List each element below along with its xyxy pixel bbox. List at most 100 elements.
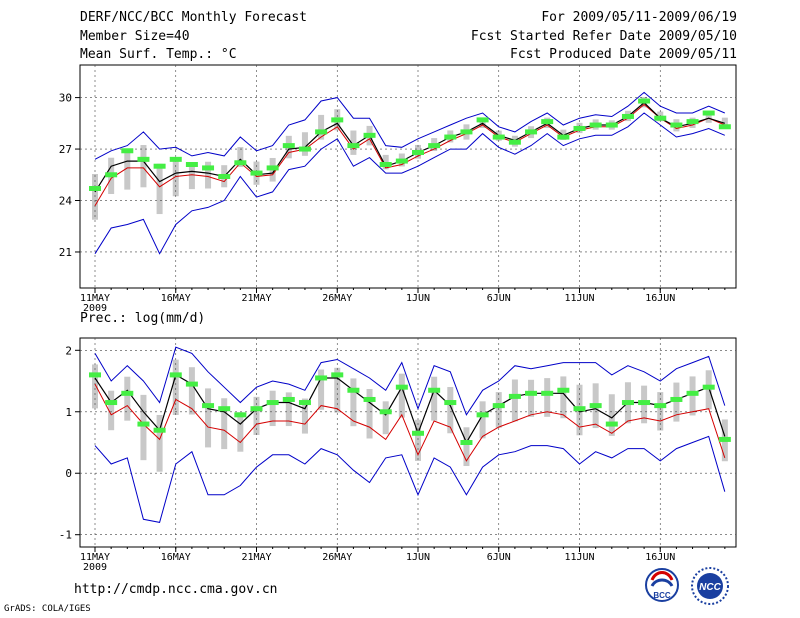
spread-box	[689, 376, 696, 416]
spread-box	[108, 390, 115, 431]
forecast-marker	[363, 132, 376, 138]
spread-box	[285, 392, 292, 427]
forecast-marker	[395, 384, 408, 390]
forecast-marker	[218, 174, 231, 179]
ensemble-mean-line	[94, 101, 725, 193]
x-tick-label: 1JUN	[406, 293, 430, 304]
spread-box	[301, 132, 308, 156]
forecast-marker	[379, 409, 392, 415]
forecast-marker	[89, 372, 101, 378]
spread-box	[382, 401, 389, 435]
forecast-marker	[202, 165, 215, 171]
forecast-marker	[121, 390, 134, 396]
forecast-marker	[331, 117, 344, 123]
spread-box	[156, 163, 163, 215]
forecast-started-date: Fcst Started Refer Date 2009/05/10	[470, 29, 737, 44]
spread-box	[188, 162, 195, 190]
forecast-marker	[218, 406, 231, 412]
upper-envelope-line	[94, 346, 726, 416]
forecast-marker	[702, 384, 715, 390]
forecast-marker	[250, 406, 263, 412]
spread-box	[318, 369, 325, 410]
spread-box	[140, 394, 147, 461]
forecast-marker	[298, 400, 311, 406]
y-tick-label: 2	[65, 344, 72, 357]
spread-box	[237, 412, 244, 452]
agency-logos: BCC NCC	[645, 567, 729, 605]
forecast-marker	[202, 403, 215, 409]
spread-box	[479, 401, 486, 439]
source-url[interactable]: http://cmdp.ncc.cma.gov.cn	[74, 582, 278, 597]
forecast-marker	[169, 372, 182, 378]
forecast-marker	[686, 390, 699, 396]
forecast-marker	[412, 149, 424, 155]
spread-box	[172, 158, 179, 197]
spread-box	[350, 378, 357, 427]
spread-box	[721, 117, 728, 129]
forecast-marker	[460, 129, 473, 135]
forecast-marker	[347, 387, 360, 393]
x-tick-label: 11JUN	[564, 293, 594, 304]
spread-box	[463, 427, 470, 467]
spread-box	[221, 398, 228, 450]
forecast-marker	[573, 406, 586, 412]
red-line	[94, 383, 726, 462]
spread-box	[124, 376, 131, 421]
x-tick-label: 26MAY	[322, 293, 352, 304]
forecast-marker	[557, 387, 570, 393]
forecast-marker	[638, 400, 651, 406]
forecast-marker	[525, 129, 538, 135]
forecast-marker	[702, 110, 715, 116]
forecast-marker	[363, 396, 376, 402]
temperature-panel: 21 24 27 30 11MAY 16MAY 21MAY 26MAY 1JUN 6JUN 11JU…	[59, 64, 737, 314]
forecast-marker	[654, 115, 667, 121]
spread-box	[140, 145, 147, 188]
precipitation-frame	[79, 337, 737, 548]
forecast-marker	[492, 134, 505, 140]
x-tick-label: 6JUN	[487, 552, 511, 563]
x-year-label: 2009	[83, 562, 107, 573]
spread-box	[657, 392, 664, 431]
bcc-logo: BCC	[645, 568, 679, 602]
spread-box	[188, 367, 195, 415]
forecast-marker	[670, 122, 683, 128]
forecast-marker	[315, 129, 328, 135]
x-tick-label: 1JUN	[406, 552, 430, 563]
forecast-marker	[605, 122, 618, 128]
forecast-marker	[589, 403, 602, 409]
spread-box	[560, 376, 567, 419]
forecast-marker	[638, 98, 651, 104]
x-tick-label: 11JUN	[564, 552, 594, 563]
ncc-logo-text: NCC	[699, 582, 721, 593]
forecast-marker	[395, 158, 408, 164]
spread-box	[172, 359, 179, 415]
y-tick-label: 30	[59, 92, 72, 105]
forecast-marker	[621, 113, 634, 119]
x-tick-label: 16MAY	[161, 293, 191, 304]
forecast-marker	[234, 412, 247, 418]
spread-box	[608, 394, 615, 436]
spread-box	[301, 398, 308, 434]
spread-box	[156, 414, 163, 472]
spread-box	[544, 378, 551, 417]
y-tick-label: 1	[65, 406, 72, 419]
spread-box	[398, 373, 405, 418]
forecast-produced-date: Fcst Produced Date 2009/05/11	[510, 47, 737, 62]
forecast-marker	[718, 124, 731, 130]
spread-box	[705, 370, 712, 410]
spread-box	[124, 152, 131, 190]
y-tick-label: 24	[59, 195, 73, 208]
forecast-marker	[508, 393, 521, 399]
forecast-marker	[686, 119, 699, 125]
spread-box	[528, 379, 535, 417]
forecast-marker	[89, 186, 101, 192]
spread-box	[318, 114, 325, 140]
y-tick-label: 27	[59, 143, 72, 156]
x-tick-label: 16MAY	[161, 552, 191, 563]
spread-box	[511, 379, 518, 422]
upper-envelope-line	[94, 91, 725, 160]
forecast-marker	[476, 117, 489, 123]
forecast-marker	[525, 390, 538, 396]
forecast-marker	[492, 403, 505, 409]
